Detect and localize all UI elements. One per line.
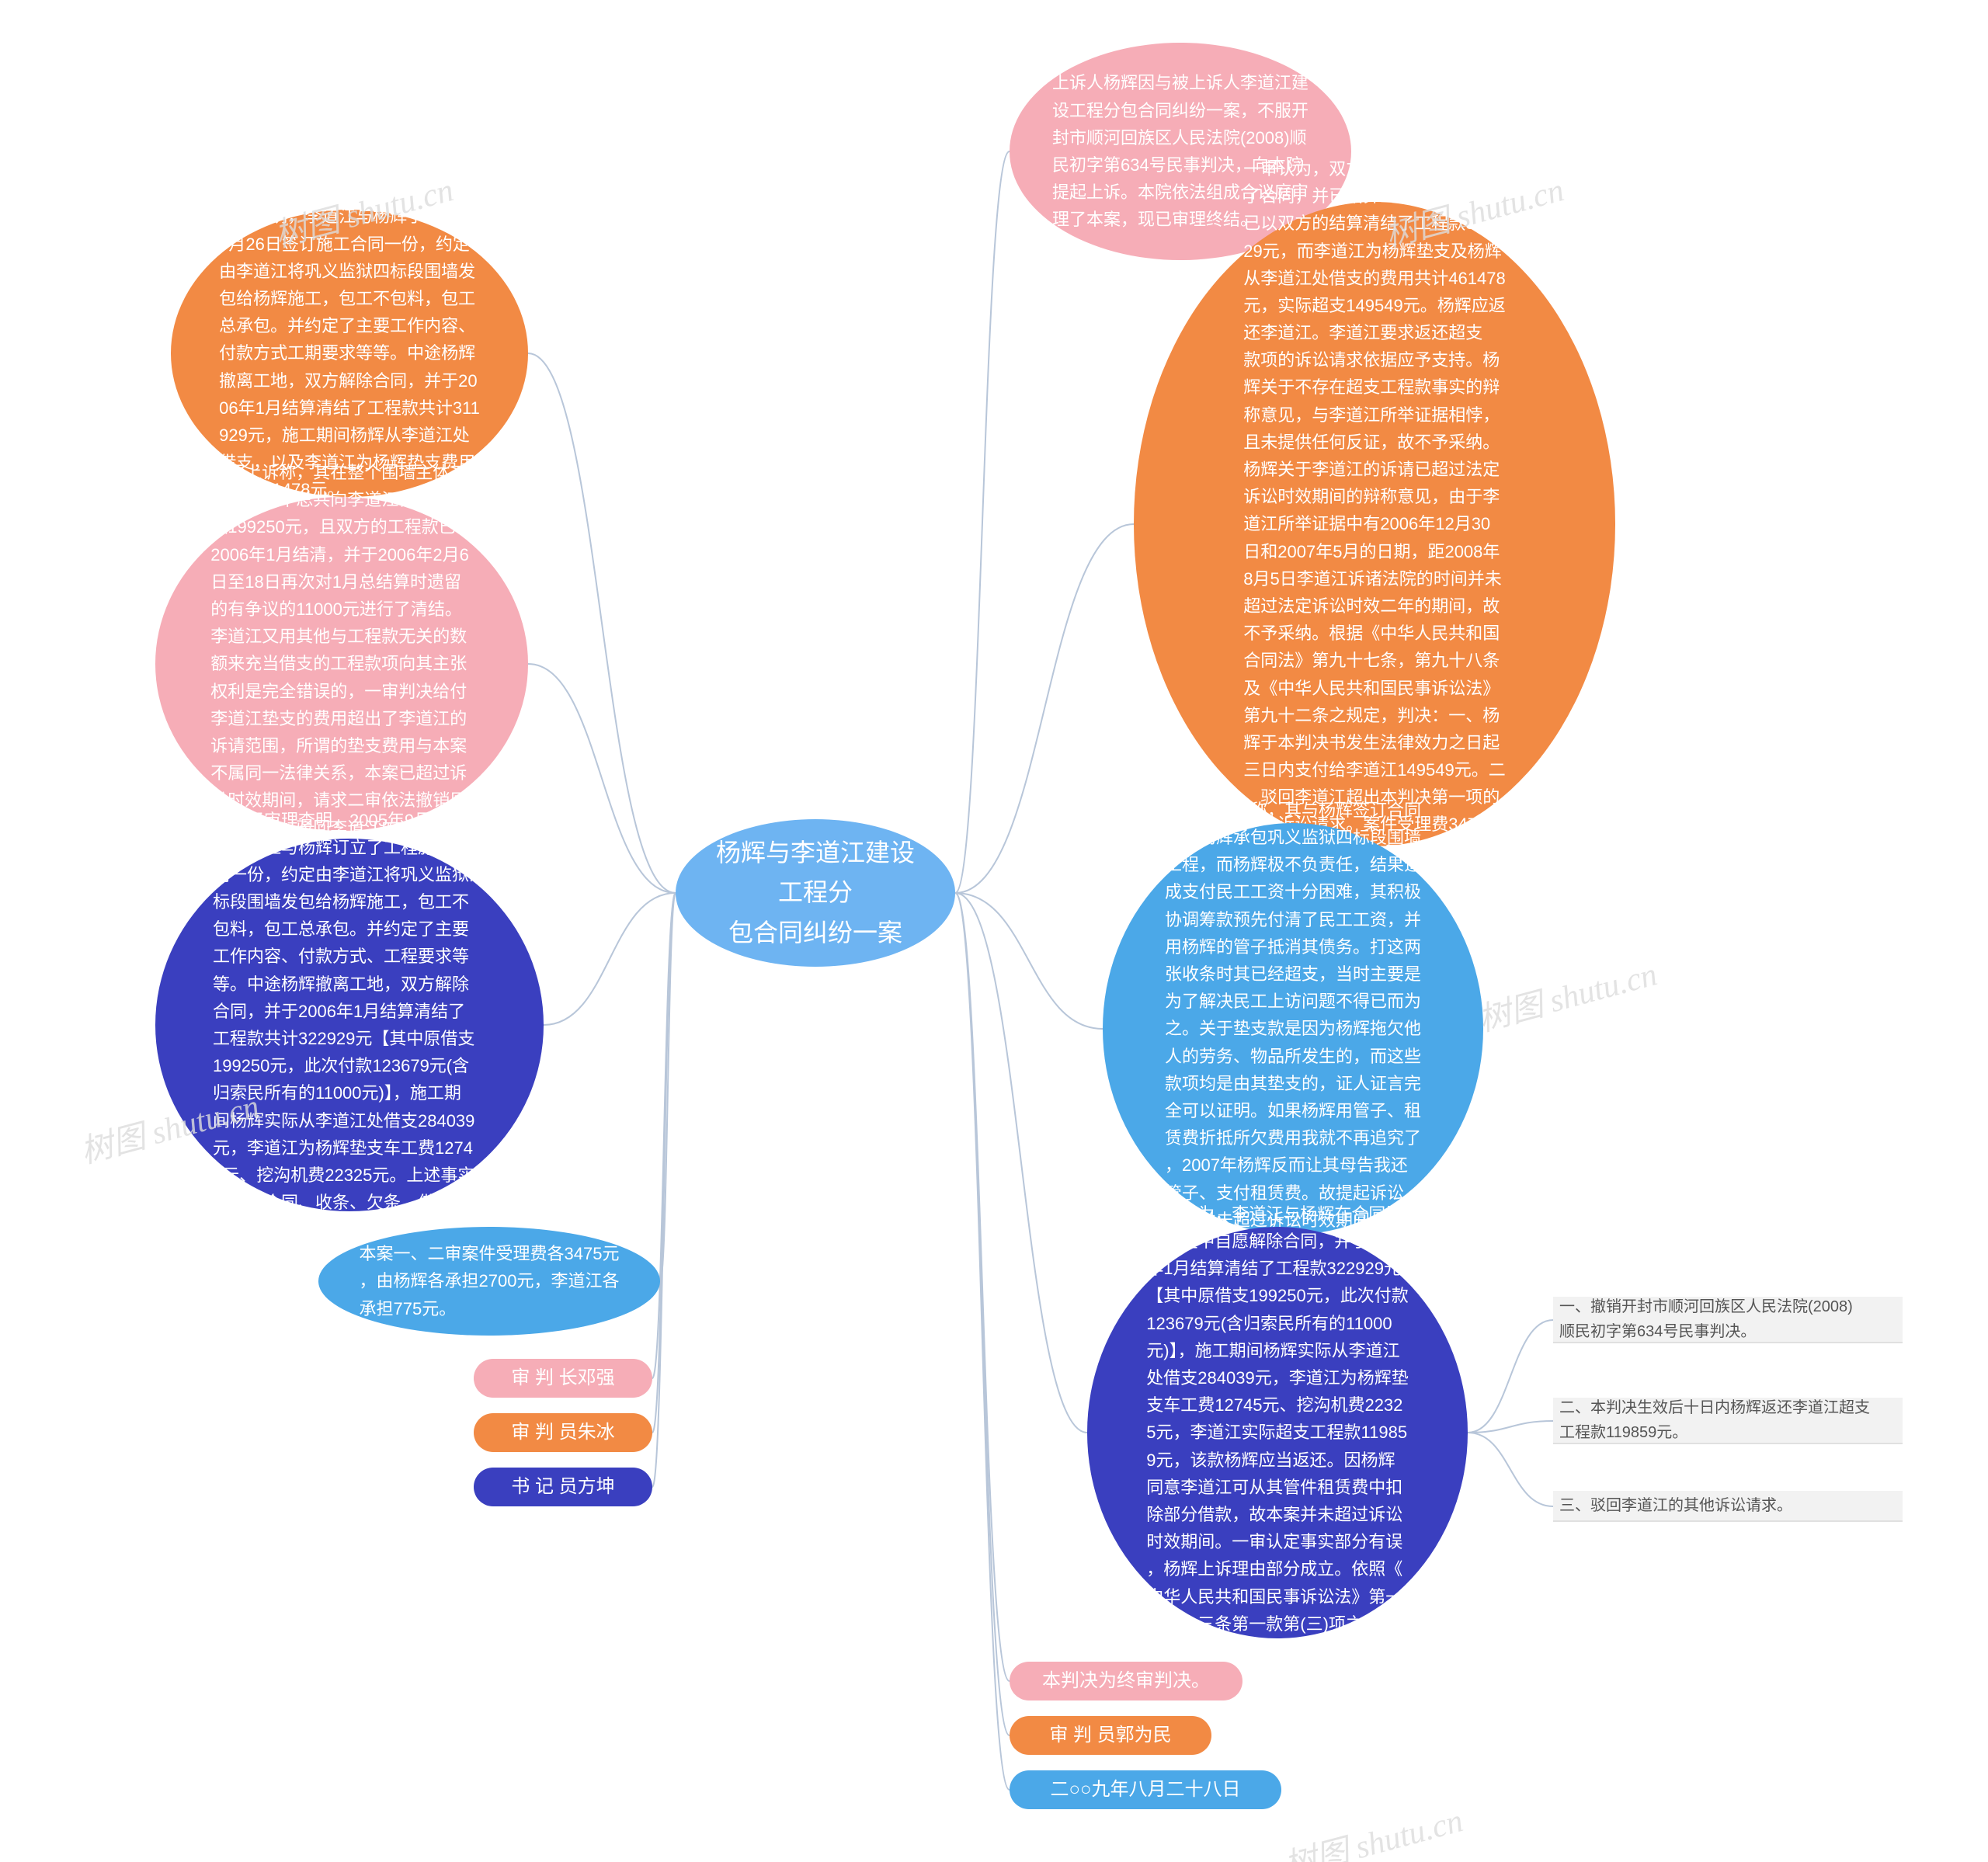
edge	[652, 893, 676, 1487]
node-text: 一审认为，双方在合同履行中解除 了合同，并已结算工程款，李道江 已以双方的结算清…	[1243, 155, 1505, 893]
node-l2: 杨辉上诉称，其在整个围墙主体工 程的施工中总共向李道江借支工程 款199250元…	[155, 497, 528, 831]
node-r4: 本院认为，李道江与杨辉在合同履 行过程中自愿解除合同，并于2006 年1月结算清…	[1087, 1227, 1468, 1638]
edge	[955, 893, 1010, 1681]
node-r3: 李道江答辩称，其与杨辉签订合同 ，让杨辉承包巩义监狱四标段围墙 工程，而杨辉极不…	[1103, 823, 1483, 1235]
node-r4a: 一、撤销开封市顺河回族区人民法院(2008) 顺民初字第634号民事判决。	[1553, 1297, 1903, 1343]
node-l5: 审 判 长邓强	[474, 1359, 652, 1398]
node-text: 本院经审理查明，2005年9月26日 ，李道江与杨辉订立了工程施工合 同一份，约…	[213, 807, 486, 1244]
node-l3: 本院经审理查明，2005年9月26日 ，李道江与杨辉订立了工程施工合 同一份，约…	[155, 839, 544, 1211]
node-text: 审 判 长邓强	[511, 1363, 614, 1393]
node-text: 书 记 员方坤	[511, 1472, 614, 1502]
node-text: 二○○九年八月二十八日	[1051, 1775, 1241, 1805]
node-r6: 审 判 员郭为民	[1010, 1716, 1211, 1755]
node-text: 本判决为终审判决。	[1042, 1666, 1210, 1696]
edge	[955, 893, 1103, 1029]
edge	[955, 893, 1087, 1433]
edge	[955, 893, 1010, 1735]
node-text: 一、撤销开封市顺河回族区人民法院(2008) 顺民初字第634号民事判决。	[1559, 1294, 1853, 1344]
edge	[544, 893, 676, 1025]
node-text: 杨辉与李道江建设工程分 包合同纠纷一案	[714, 833, 916, 953]
node-l6: 审 判 员朱冰	[474, 1413, 652, 1452]
node-text: 本院认为，李道江与杨辉在合同履 行过程中自愿解除合同，并于2006 年1月结算清…	[1146, 1200, 1408, 1665]
edge	[955, 151, 1010, 893]
edge	[955, 524, 1134, 893]
edge	[1468, 1433, 1553, 1506]
watermark: 树图 shutu.cn	[1472, 948, 1661, 1041]
node-r2: 一审认为，双方在合同履行中解除 了合同，并已结算工程款，李道江 已以双方的结算清…	[1134, 202, 1615, 846]
edge	[660, 893, 676, 1281]
edge	[652, 893, 676, 1378]
node-text: 二、本判决生效后十日内杨辉返还李道江超支 工程款119859元。	[1559, 1395, 1870, 1445]
edge	[955, 893, 1010, 1790]
watermark: 树图 shutu.cn	[1278, 1794, 1467, 1862]
node-r5: 本判决为终审判决。	[1010, 1662, 1242, 1700]
node-l7: 书 记 员方坤	[474, 1468, 652, 1506]
node-c0: 杨辉与李道江建设工程分 包合同纠纷一案	[676, 819, 955, 967]
mindmap-canvas: 杨辉与李道江建设工程分 包合同纠纷一案上诉人杨辉因与被上诉人李道江建 设工程分包…	[0, 0, 1988, 1862]
node-text: 审 判 员朱冰	[511, 1418, 614, 1447]
edge	[528, 353, 676, 893]
node-text: 三、驳回李道江的其他诉讼请求。	[1559, 1493, 1792, 1518]
node-text: 审 判 员郭为民	[1049, 1721, 1171, 1750]
node-r4b: 二、本判决生效后十日内杨辉返还李道江超支 工程款119859元。	[1553, 1398, 1903, 1444]
node-text: 本案一、二审案件受理费各3475元 ，由杨辉各承担2700元，李道江各 承担77…	[360, 1240, 620, 1322]
node-text: 李道江答辩称，其与杨辉签订合同 ，让杨辉承包巩义监狱四标段围墙 工程，而杨辉极不…	[1165, 797, 1421, 1261]
node-r7: 二○○九年八月二十八日	[1010, 1770, 1281, 1809]
edge	[652, 893, 676, 1433]
node-l1: 一审查明，李道江与杨辉于2005年 9月26日签订施工合同一份，约定 由李道江将…	[171, 210, 528, 497]
edge	[528, 664, 676, 893]
edge	[1468, 1320, 1553, 1433]
edge	[1468, 1421, 1553, 1433]
node-r4c: 三、驳回李道江的其他诉讼请求。	[1553, 1491, 1903, 1522]
node-l4: 本案一、二审案件受理费各3475元 ，由杨辉各承担2700元，李道江各 承担77…	[318, 1227, 660, 1336]
